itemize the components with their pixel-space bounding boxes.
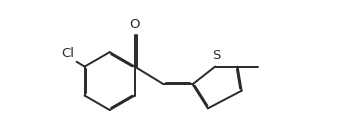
Text: S: S xyxy=(212,49,220,62)
Text: O: O xyxy=(130,18,140,31)
Text: Cl: Cl xyxy=(62,47,75,60)
